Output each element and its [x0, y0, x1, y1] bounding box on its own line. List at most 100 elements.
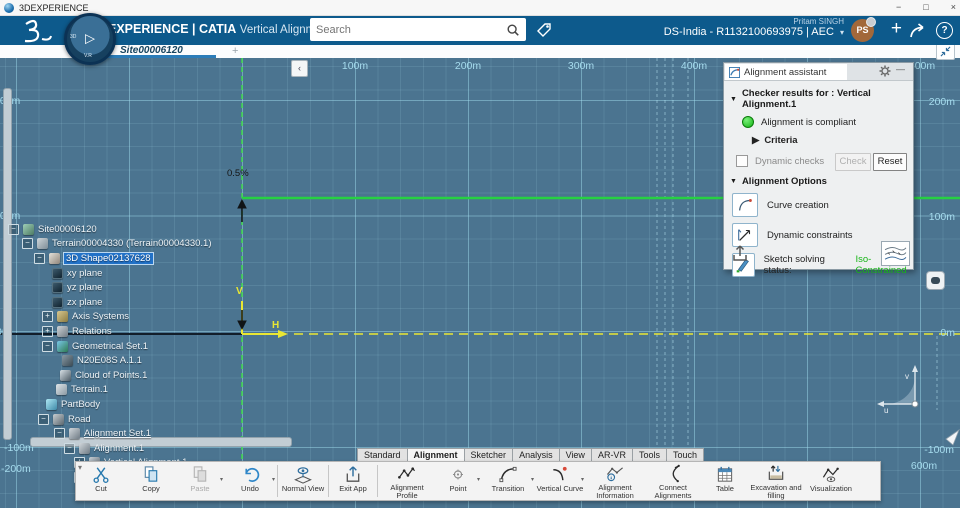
transition-button[interactable]: Transition ▾ [481, 462, 535, 500]
avatar[interactable]: PS [851, 17, 876, 42]
reset-button[interactable]: Reset [873, 153, 907, 171]
transition-dropdown-icon[interactable]: ▾ [530, 477, 534, 483]
cut-button[interactable]: Cut [76, 462, 126, 500]
tree-horizontal-scrollbar[interactable] [30, 437, 292, 447]
check-button[interactable]: Check [835, 153, 871, 171]
alignment-options-section[interactable]: ▼ Alignment Options [730, 176, 913, 187]
chevron-down-icon[interactable]: ▾ [839, 28, 844, 37]
tab-view[interactable]: View [558, 448, 591, 461]
tab-analysis[interactable]: Analysis [512, 448, 559, 461]
compass-play-icon[interactable]: ▷ [85, 30, 95, 46]
share-icon[interactable] [908, 22, 928, 39]
export-button[interactable] [730, 243, 750, 263]
tag-icon[interactable] [534, 20, 554, 40]
tree-collapse-icon[interactable]: − [42, 340, 53, 352]
ruler-right-m100: -100m [924, 444, 954, 456]
tab-site00006120[interactable]: Site00006120 [120, 45, 183, 56]
tree-item-axis-systems[interactable]: + Axis Systems [0, 310, 320, 325]
exit-app-button[interactable]: Exit App [330, 462, 376, 500]
3dexperience-compass[interactable]: ▷ 3D V.R [64, 13, 116, 65]
panel-titlebar[interactable]: Alignment assistant — [724, 63, 913, 81]
restore-layout-icon[interactable] [936, 43, 955, 60]
new-tab-icon[interactable]: + [232, 45, 239, 57]
tree-item-zx-plane[interactable]: zx plane [0, 295, 320, 310]
tab-sketcher[interactable]: Sketcher [463, 448, 513, 461]
alignment-information-button[interactable]: Alignment Information [585, 462, 645, 500]
tree-item-xy-plane[interactable]: xy plane [0, 266, 320, 281]
toolbar-overflow-icon[interactable]: ▾ [78, 463, 83, 472]
connect-alignments-button[interactable]: Connect Alignments [645, 462, 701, 500]
tree-collapse-icon[interactable]: − [34, 252, 45, 264]
criteria-section[interactable]: ▶ Criteria [752, 135, 913, 146]
tree-item-alignment1[interactable]: − Alignment.1 [0, 441, 320, 456]
point-dropdown-icon[interactable]: ▾ [476, 477, 480, 483]
tree-expand-icon[interactable]: + [42, 311, 53, 323]
tree-collapse-icon[interactable]: − [64, 442, 75, 454]
copy-button[interactable]: Copy [126, 462, 176, 500]
tab-standard[interactable]: Standard [357, 448, 407, 461]
tree-item-terrain-rep[interactable]: − Terrain00004330 (Terrain00004330.1) [0, 237, 320, 252]
undo-button[interactable]: Undo ▾ [224, 462, 276, 500]
vertical-curve-button[interactable]: Vertical Curve ▾ [535, 462, 585, 500]
add-content-icon[interactable]: + [890, 18, 902, 39]
compass-3d-quadrant[interactable]: 3D [70, 34, 77, 40]
tree-item-relations[interactable]: + Relations [0, 324, 320, 339]
checker-results-section[interactable]: ▼ Checker results for : Vertical Alignme… [730, 88, 913, 110]
tree-item-yz-plane[interactable]: yz plane [0, 280, 320, 295]
tree-vertical-scrollbar[interactable] [3, 88, 12, 440]
tree-item-partbody[interactable]: PartBody [0, 397, 320, 412]
paste-button[interactable]: Paste ▾ [176, 462, 224, 500]
tree-collapse-icon[interactable]: − [54, 428, 65, 440]
vertical-curve-dropdown-icon[interactable]: ▾ [580, 477, 584, 483]
section-open-icon[interactable]: ▼ [730, 95, 737, 103]
alignment-profile-button[interactable]: Alignment Profile [379, 462, 435, 500]
help-icon[interactable]: ? [936, 22, 953, 39]
tree-item-terrain1[interactable]: Terrain.1 [0, 383, 320, 398]
panel-minimize-icon[interactable]: — [896, 64, 905, 74]
terrain-preview-icon [884, 247, 907, 260]
paste-dropdown-icon[interactable]: ▾ [219, 477, 223, 483]
tree-item-alignment-set[interactable]: − Alignment Set.1 [0, 426, 320, 441]
gear-icon[interactable] [879, 65, 891, 77]
tab-alignment[interactable]: Alignment [406, 448, 464, 461]
scroll-left-icon[interactable]: ‹ [291, 60, 308, 77]
tree-expand-icon[interactable]: + [42, 325, 53, 337]
section-closed-icon[interactable]: ▶ [752, 135, 760, 146]
terrain-preview-button[interactable] [881, 241, 910, 266]
user-block[interactable]: Pritam SINGH DS-India - R1132100693975 |… [664, 16, 844, 38]
tree-item-site[interactable]: − Site00006120 [0, 222, 320, 237]
visualization-button[interactable]: Visualization [803, 462, 859, 500]
minimize-icon[interactable]: − [896, 2, 902, 12]
sketch-solving-button[interactable] [732, 253, 755, 277]
undo-dropdown-icon[interactable]: ▾ [271, 477, 275, 483]
maximize-icon[interactable]: □ [923, 2, 929, 12]
curve-creation-button[interactable] [732, 193, 758, 217]
dynamic-checks-checkbox[interactable] [736, 155, 748, 167]
tree-item-geometrical-set[interactable]: − Geometrical Set.1 [0, 339, 320, 354]
tree-item-cloud-of-points[interactable]: Cloud of Points.1 [0, 368, 320, 383]
tree-collapse-icon[interactable]: − [22, 238, 33, 250]
normal-view-button[interactable]: Normal View [279, 462, 327, 500]
tree-collapse-icon[interactable]: − [8, 223, 19, 235]
section-open-icon[interactable]: ▼ [730, 178, 737, 185]
point-button[interactable]: Point ▾ [435, 462, 481, 500]
tab-tools[interactable]: Tools [631, 448, 666, 461]
nav-arrow-icon[interactable] [945, 428, 960, 446]
compass-vr-quadrant[interactable]: V.R [84, 53, 92, 59]
tree-item-n20e08s[interactable]: N20E08S A.1.1 [0, 353, 320, 368]
table-button[interactable]: Table [701, 462, 749, 500]
close-icon[interactable]: × [950, 2, 956, 12]
excavation-filling-button[interactable]: Excavation and filling [749, 462, 803, 500]
tree-collapse-icon[interactable]: − [38, 413, 49, 425]
slope-annotation[interactable]: 0.5% [227, 168, 249, 179]
dynamic-constraints-button[interactable] [732, 223, 758, 247]
action-toolbar: ▾ Cut Copy Paste ▾ [75, 461, 881, 501]
tree-item-3d-shape[interactable]: − 3D Shape02137628 [0, 251, 320, 266]
search-icon[interactable] [506, 23, 520, 37]
navigation-puck[interactable] [926, 271, 945, 290]
tree-item-road[interactable]: − Road [0, 412, 320, 427]
tab-ar-vr[interactable]: AR-VR [590, 448, 632, 461]
search-box[interactable] [310, 18, 526, 41]
tab-touch[interactable]: Touch [665, 448, 704, 461]
search-input[interactable] [310, 23, 506, 36]
